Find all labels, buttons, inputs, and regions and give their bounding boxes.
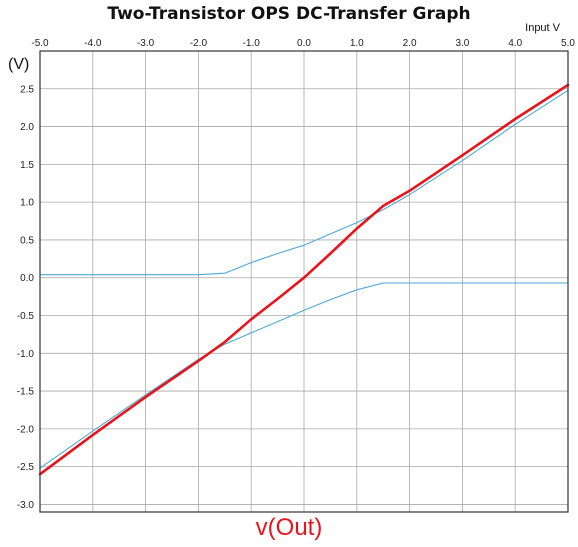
y-tick-label: 1.5 bbox=[20, 160, 34, 171]
chart-title: Two-Transistor OPS DC-Transfer Graph bbox=[107, 4, 471, 24]
y-tick-label: 2.0 bbox=[20, 122, 34, 133]
y-tick-label: -2.5 bbox=[17, 462, 35, 473]
series-line-blue-2 bbox=[39, 282, 569, 469]
x-tick-label: 0.0 bbox=[297, 38, 311, 49]
y-tick-label: -1.5 bbox=[17, 387, 35, 398]
x-tick-label: -1.0 bbox=[243, 38, 261, 49]
y-tick-label: 0.0 bbox=[20, 273, 34, 284]
y-tick-label: -2.0 bbox=[17, 424, 35, 435]
y-tick-label: 2.5 bbox=[20, 84, 34, 95]
x-tick-label: 3.0 bbox=[455, 38, 469, 49]
y-tick-label: 0.5 bbox=[20, 235, 34, 246]
y-tick-label: -3.0 bbox=[17, 500, 35, 511]
x-tick-label: -5.0 bbox=[31, 38, 49, 49]
series-label: v(Out) bbox=[255, 514, 323, 541]
x-axis-label: Input V bbox=[525, 22, 560, 34]
series-line-blue-1 bbox=[39, 89, 569, 276]
y-axis-label: (V) bbox=[8, 56, 30, 73]
plot-frame bbox=[39, 50, 569, 513]
x-tick-label: 2.0 bbox=[403, 38, 417, 49]
x-tick-label: -3.0 bbox=[137, 38, 155, 49]
x-tick-label: -2.0 bbox=[190, 38, 208, 49]
x-tick-label: 4.0 bbox=[508, 38, 522, 49]
y-tick-label: -1.0 bbox=[17, 349, 35, 360]
x-tick-label: -4.0 bbox=[84, 38, 102, 49]
y-tick-label: -0.5 bbox=[17, 311, 35, 322]
series-line-vout bbox=[38, 83, 570, 476]
y-tick-label: 1.0 bbox=[20, 198, 34, 209]
grid bbox=[39, 51, 569, 512]
tick-labels: -5.0 -4.0 -3.0 -2.0 -1.0 0.0 1.0 2.0 3.0 4.0 5.0 2.… bbox=[17, 38, 576, 511]
series-lines bbox=[38, 83, 570, 476]
x-tick-label: 5.0 bbox=[561, 38, 575, 49]
x-tick-label: 1.0 bbox=[350, 38, 364, 49]
